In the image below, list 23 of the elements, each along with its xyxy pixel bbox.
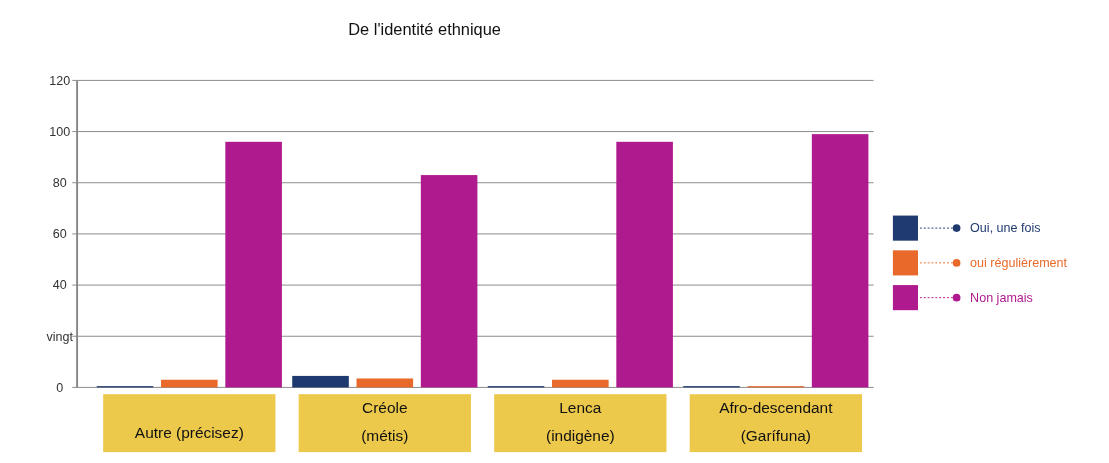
x-tick-label: Autre (précisez) bbox=[134, 423, 244, 441]
y-tick-label: vingt bbox=[46, 329, 74, 344]
bar bbox=[356, 378, 414, 388]
y-tick-label: 40 bbox=[52, 278, 67, 293]
bar bbox=[420, 175, 478, 388]
x-tick-label: Créole (métis) bbox=[361, 399, 409, 444]
y-tick-label: 0 bbox=[56, 380, 64, 395]
bar bbox=[552, 379, 609, 388]
legend-label: Non jamais bbox=[970, 291, 1033, 306]
x-tick-label: Afro-descendant (Garífuna) bbox=[719, 399, 834, 444]
y-tick-label: 80 bbox=[52, 176, 67, 191]
y-tick-label: 60 bbox=[52, 227, 67, 242]
legend-label: oui régulièrement bbox=[970, 256, 1068, 271]
y-tick-label: 120 bbox=[49, 73, 71, 88]
bar bbox=[616, 141, 673, 388]
x-tick-label: Lenca (indigène) bbox=[546, 399, 615, 444]
bar bbox=[225, 141, 282, 388]
legend-label: Oui, une fois bbox=[970, 221, 1041, 236]
bar bbox=[811, 134, 869, 388]
y-tick-label: 100 bbox=[49, 124, 71, 139]
bar bbox=[161, 379, 218, 388]
chart-title: De l'identité ethnique bbox=[348, 20, 502, 39]
bar bbox=[292, 375, 349, 388]
